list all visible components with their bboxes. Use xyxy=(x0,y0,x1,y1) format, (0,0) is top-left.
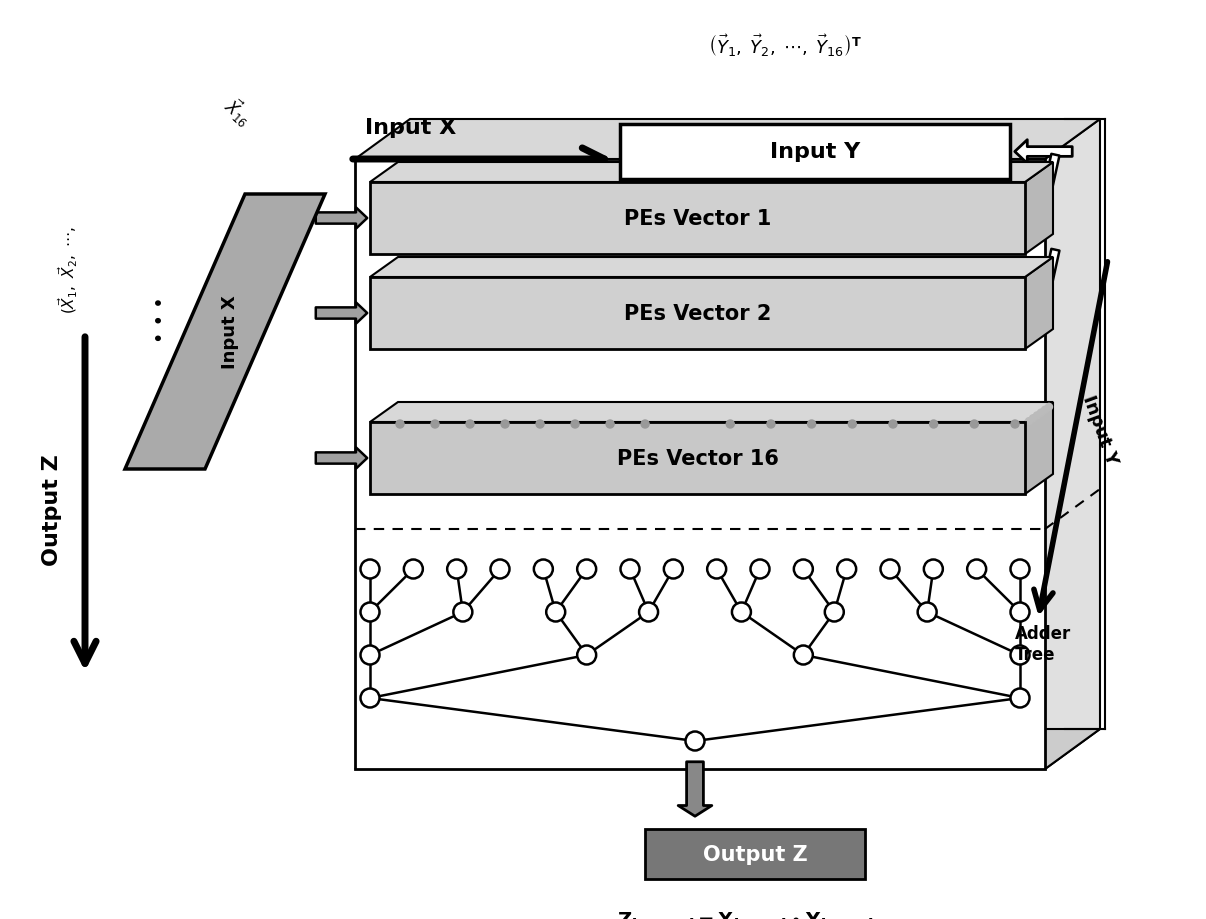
Text: Input Y: Input Y xyxy=(1079,392,1120,467)
Circle shape xyxy=(621,560,639,579)
Circle shape xyxy=(726,421,734,428)
Circle shape xyxy=(1011,421,1019,428)
Circle shape xyxy=(447,560,467,579)
Bar xyxy=(645,829,865,879)
Circle shape xyxy=(639,603,658,622)
Bar xyxy=(370,278,1025,349)
Circle shape xyxy=(930,421,937,428)
Circle shape xyxy=(880,560,900,579)
Circle shape xyxy=(361,560,380,579)
Circle shape xyxy=(361,603,380,622)
Text: $\left(\vec{Y}_1,\;\vec{Y}_2,\;\cdots,\;\vec{Y}_{16}\right)^{\mathbf{T}}$: $\left(\vec{Y}_1,\;\vec{Y}_2,\;\cdots,\;… xyxy=(708,32,862,58)
Circle shape xyxy=(535,421,544,428)
Circle shape xyxy=(924,560,943,579)
Circle shape xyxy=(1037,410,1044,416)
Circle shape xyxy=(825,603,844,622)
Circle shape xyxy=(642,421,649,428)
Bar xyxy=(355,160,1046,769)
Circle shape xyxy=(732,603,751,622)
Circle shape xyxy=(1011,560,1030,579)
Circle shape xyxy=(889,421,897,428)
Circle shape xyxy=(837,560,856,579)
Polygon shape xyxy=(355,119,1100,160)
Text: • • •: • • • xyxy=(151,296,170,343)
Circle shape xyxy=(1030,415,1036,423)
Circle shape xyxy=(663,560,683,579)
Circle shape xyxy=(1046,404,1053,411)
Text: Input X: Input X xyxy=(221,295,239,369)
Circle shape xyxy=(967,560,987,579)
Circle shape xyxy=(396,421,404,428)
Circle shape xyxy=(453,603,473,622)
Text: Output Z: Output Z xyxy=(42,454,62,565)
Circle shape xyxy=(848,421,856,428)
Circle shape xyxy=(534,560,552,579)
Circle shape xyxy=(767,421,775,428)
Circle shape xyxy=(794,560,813,579)
Circle shape xyxy=(707,560,726,579)
Text: PEs Vector 16: PEs Vector 16 xyxy=(616,448,778,469)
Circle shape xyxy=(361,688,380,708)
Text: PEs Vector 2: PEs Vector 2 xyxy=(624,303,771,323)
Text: PEs Vector 1: PEs Vector 1 xyxy=(624,209,771,229)
Circle shape xyxy=(808,421,815,428)
Circle shape xyxy=(578,560,596,579)
Circle shape xyxy=(1025,418,1032,425)
Text: Output Z: Output Z xyxy=(703,844,807,864)
Text: $\vec{X}_{16}$: $\vec{X}_{16}$ xyxy=(219,93,257,130)
Bar xyxy=(370,423,1025,494)
Circle shape xyxy=(1011,646,1030,664)
Circle shape xyxy=(685,732,704,751)
Text: Input X: Input X xyxy=(365,118,456,138)
Polygon shape xyxy=(1046,119,1100,769)
Circle shape xyxy=(500,421,509,428)
Polygon shape xyxy=(355,729,1100,769)
Circle shape xyxy=(491,560,509,579)
Circle shape xyxy=(971,421,978,428)
Polygon shape xyxy=(370,257,1053,278)
Text: $(\vec{X}_1,\ \vec{X}_2,\ \cdots,$: $(\vec{X}_1,\ \vec{X}_2,\ \cdots,$ xyxy=(57,226,80,313)
Bar xyxy=(370,183,1025,255)
Polygon shape xyxy=(1025,163,1053,255)
Circle shape xyxy=(918,603,937,622)
Bar xyxy=(620,125,1009,180)
Circle shape xyxy=(361,646,380,664)
Polygon shape xyxy=(125,195,324,470)
Circle shape xyxy=(546,603,566,622)
Polygon shape xyxy=(1025,257,1053,349)
Circle shape xyxy=(750,560,769,579)
Circle shape xyxy=(572,421,579,428)
Text: Input Y: Input Y xyxy=(769,142,860,163)
Circle shape xyxy=(466,421,474,428)
Text: Adder
Tree: Adder Tree xyxy=(1015,624,1071,664)
Text: $\mathbf{Z}_{[16\times16]} = \mathbf{X}_{[16\times L]} \bullet \mathbf{Y}_{[L\ti: $\mathbf{Z}_{[16\times16]} = \mathbf{X}_… xyxy=(616,909,873,919)
Circle shape xyxy=(578,646,596,664)
Polygon shape xyxy=(370,163,1053,183)
Circle shape xyxy=(1011,603,1030,622)
Circle shape xyxy=(431,421,439,428)
Circle shape xyxy=(607,421,614,428)
Circle shape xyxy=(794,646,813,664)
Circle shape xyxy=(1042,407,1048,414)
Polygon shape xyxy=(370,403,1053,423)
Circle shape xyxy=(404,560,423,579)
Circle shape xyxy=(1011,688,1030,708)
Polygon shape xyxy=(1025,403,1053,494)
Circle shape xyxy=(1034,413,1041,419)
